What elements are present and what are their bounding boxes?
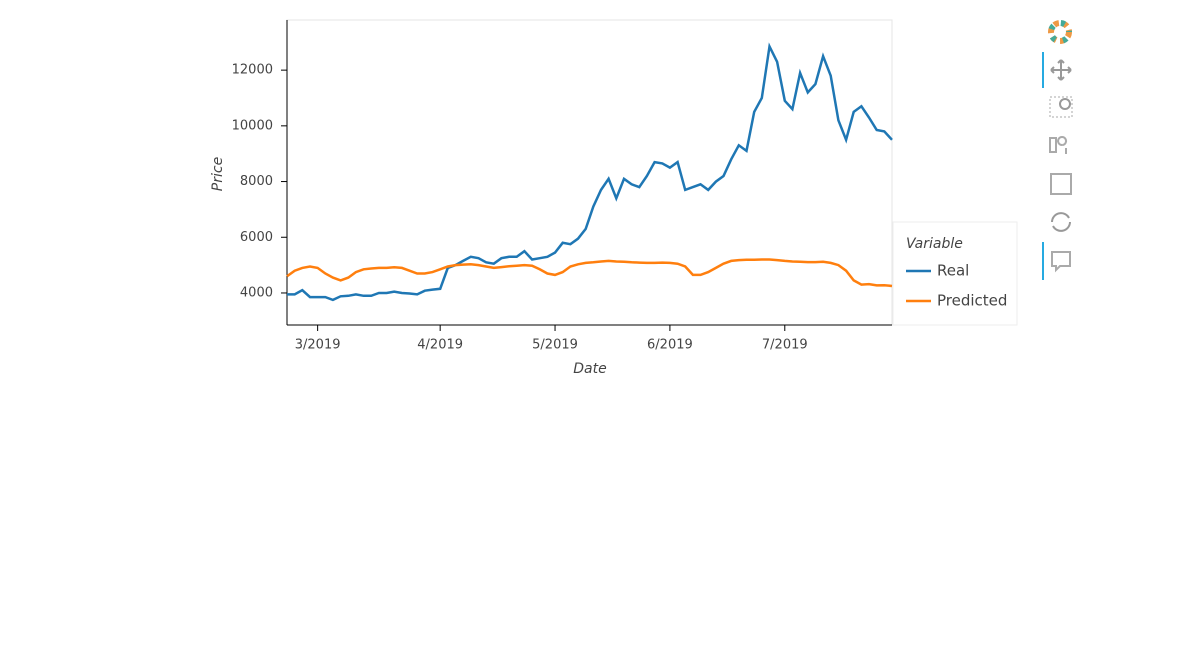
save-tool[interactable]: [1050, 173, 1072, 195]
x-axis-title: Date: [573, 361, 606, 377]
legend-title: Variable: [906, 236, 963, 252]
legend-box: [892, 221, 1018, 326]
y-tick-label: 4000: [240, 285, 273, 300]
pan-tool[interactable]: [1050, 59, 1072, 81]
y-tick-label: 6000: [240, 230, 273, 245]
toolbar: [1042, 20, 1073, 280]
x-tick-label: 4/2019: [417, 338, 463, 353]
legend-label: Real: [937, 262, 969, 280]
hover-tool[interactable]: [1051, 251, 1071, 273]
x-tick-label: 6/2019: [647, 338, 693, 353]
legend-label: Predicted: [937, 292, 1007, 310]
wheel-zoom-tool[interactable]: [1049, 136, 1068, 154]
plot-frame: [286, 19, 893, 326]
x-tick-label: 7/2019: [762, 338, 808, 353]
y-tick-label: 12000: [232, 63, 273, 78]
y-axis-title: Price: [210, 157, 226, 191]
reset-tool[interactable]: [1051, 212, 1071, 232]
x-tick-label: 3/2019: [295, 338, 341, 353]
box-zoom-lens: [1059, 98, 1071, 110]
x-tick-label: 5/2019: [532, 338, 578, 353]
box-zoom-tool[interactable]: [1049, 96, 1073, 118]
y-tick-label: 8000: [240, 174, 273, 189]
logo-part: [1048, 20, 1072, 44]
line-series: [287, 42, 893, 302]
line-series: [286, 258, 893, 288]
y-tick-label: 10000: [232, 118, 273, 133]
